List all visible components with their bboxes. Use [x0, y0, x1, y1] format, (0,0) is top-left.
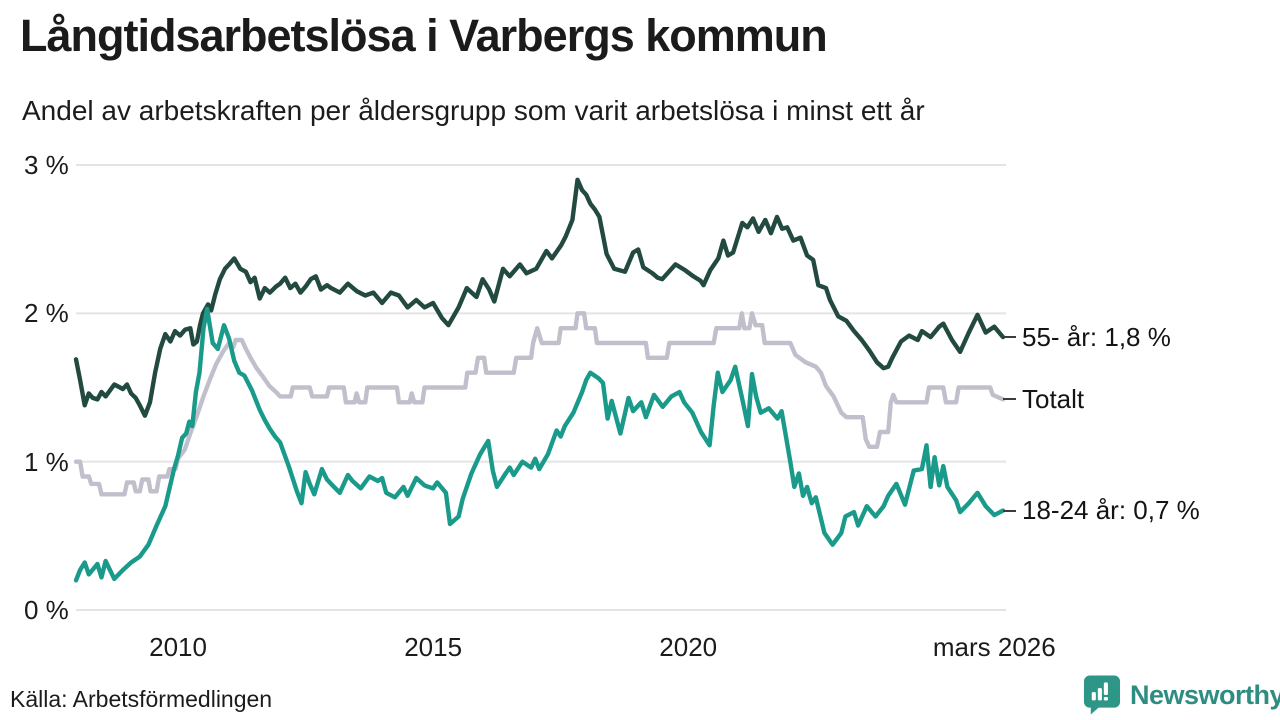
- newsworthy-bubble-barchart-icon: [1083, 675, 1121, 715]
- y-axis-tick: 3 %: [24, 150, 69, 180]
- x-axis-tick: 2010: [149, 632, 207, 662]
- newsworthy-logo[interactable]: Newsworthy: [1082, 674, 1280, 716]
- y-axis-tick: 1 %: [24, 446, 69, 477]
- x-axis-tick: 2015: [404, 632, 463, 662]
- page-subtitle: Andel av arbetskraften per åldersgrupp s…: [22, 95, 925, 126]
- series-label-text: Totalt: [1022, 383, 1085, 414]
- y-axis-tick: 0 %: [24, 595, 69, 625]
- label-connector-line: [1003, 336, 1016, 339]
- label-connector-line: [1003, 509, 1016, 512]
- page-title: Långtidsarbetslösa i Varbergs kommun: [20, 10, 828, 61]
- series-label-55plus: 55- år: 1,8 %: [1003, 322, 1171, 352]
- source-attribution: Källa: Arbetsförmedlingen: [10, 686, 273, 712]
- label-connector-line: [1003, 398, 1016, 401]
- newsworthy-logo-text: Newsworthy: [1130, 679, 1280, 710]
- series-label-text: 18-24 år: 0,7 %: [1022, 495, 1200, 526]
- x-axis-tick: mars 2026: [932, 632, 1056, 662]
- y-axis-tick: 2 %: [24, 298, 69, 329]
- series-label-text: 55- år: 1,8 %: [1022, 321, 1171, 352]
- series-label-18-24: 18-24 år: 0,7 %: [1003, 495, 1200, 526]
- x-axis-tick: 2020: [659, 632, 718, 662]
- series-label-total: Totalt: [1003, 384, 1084, 414]
